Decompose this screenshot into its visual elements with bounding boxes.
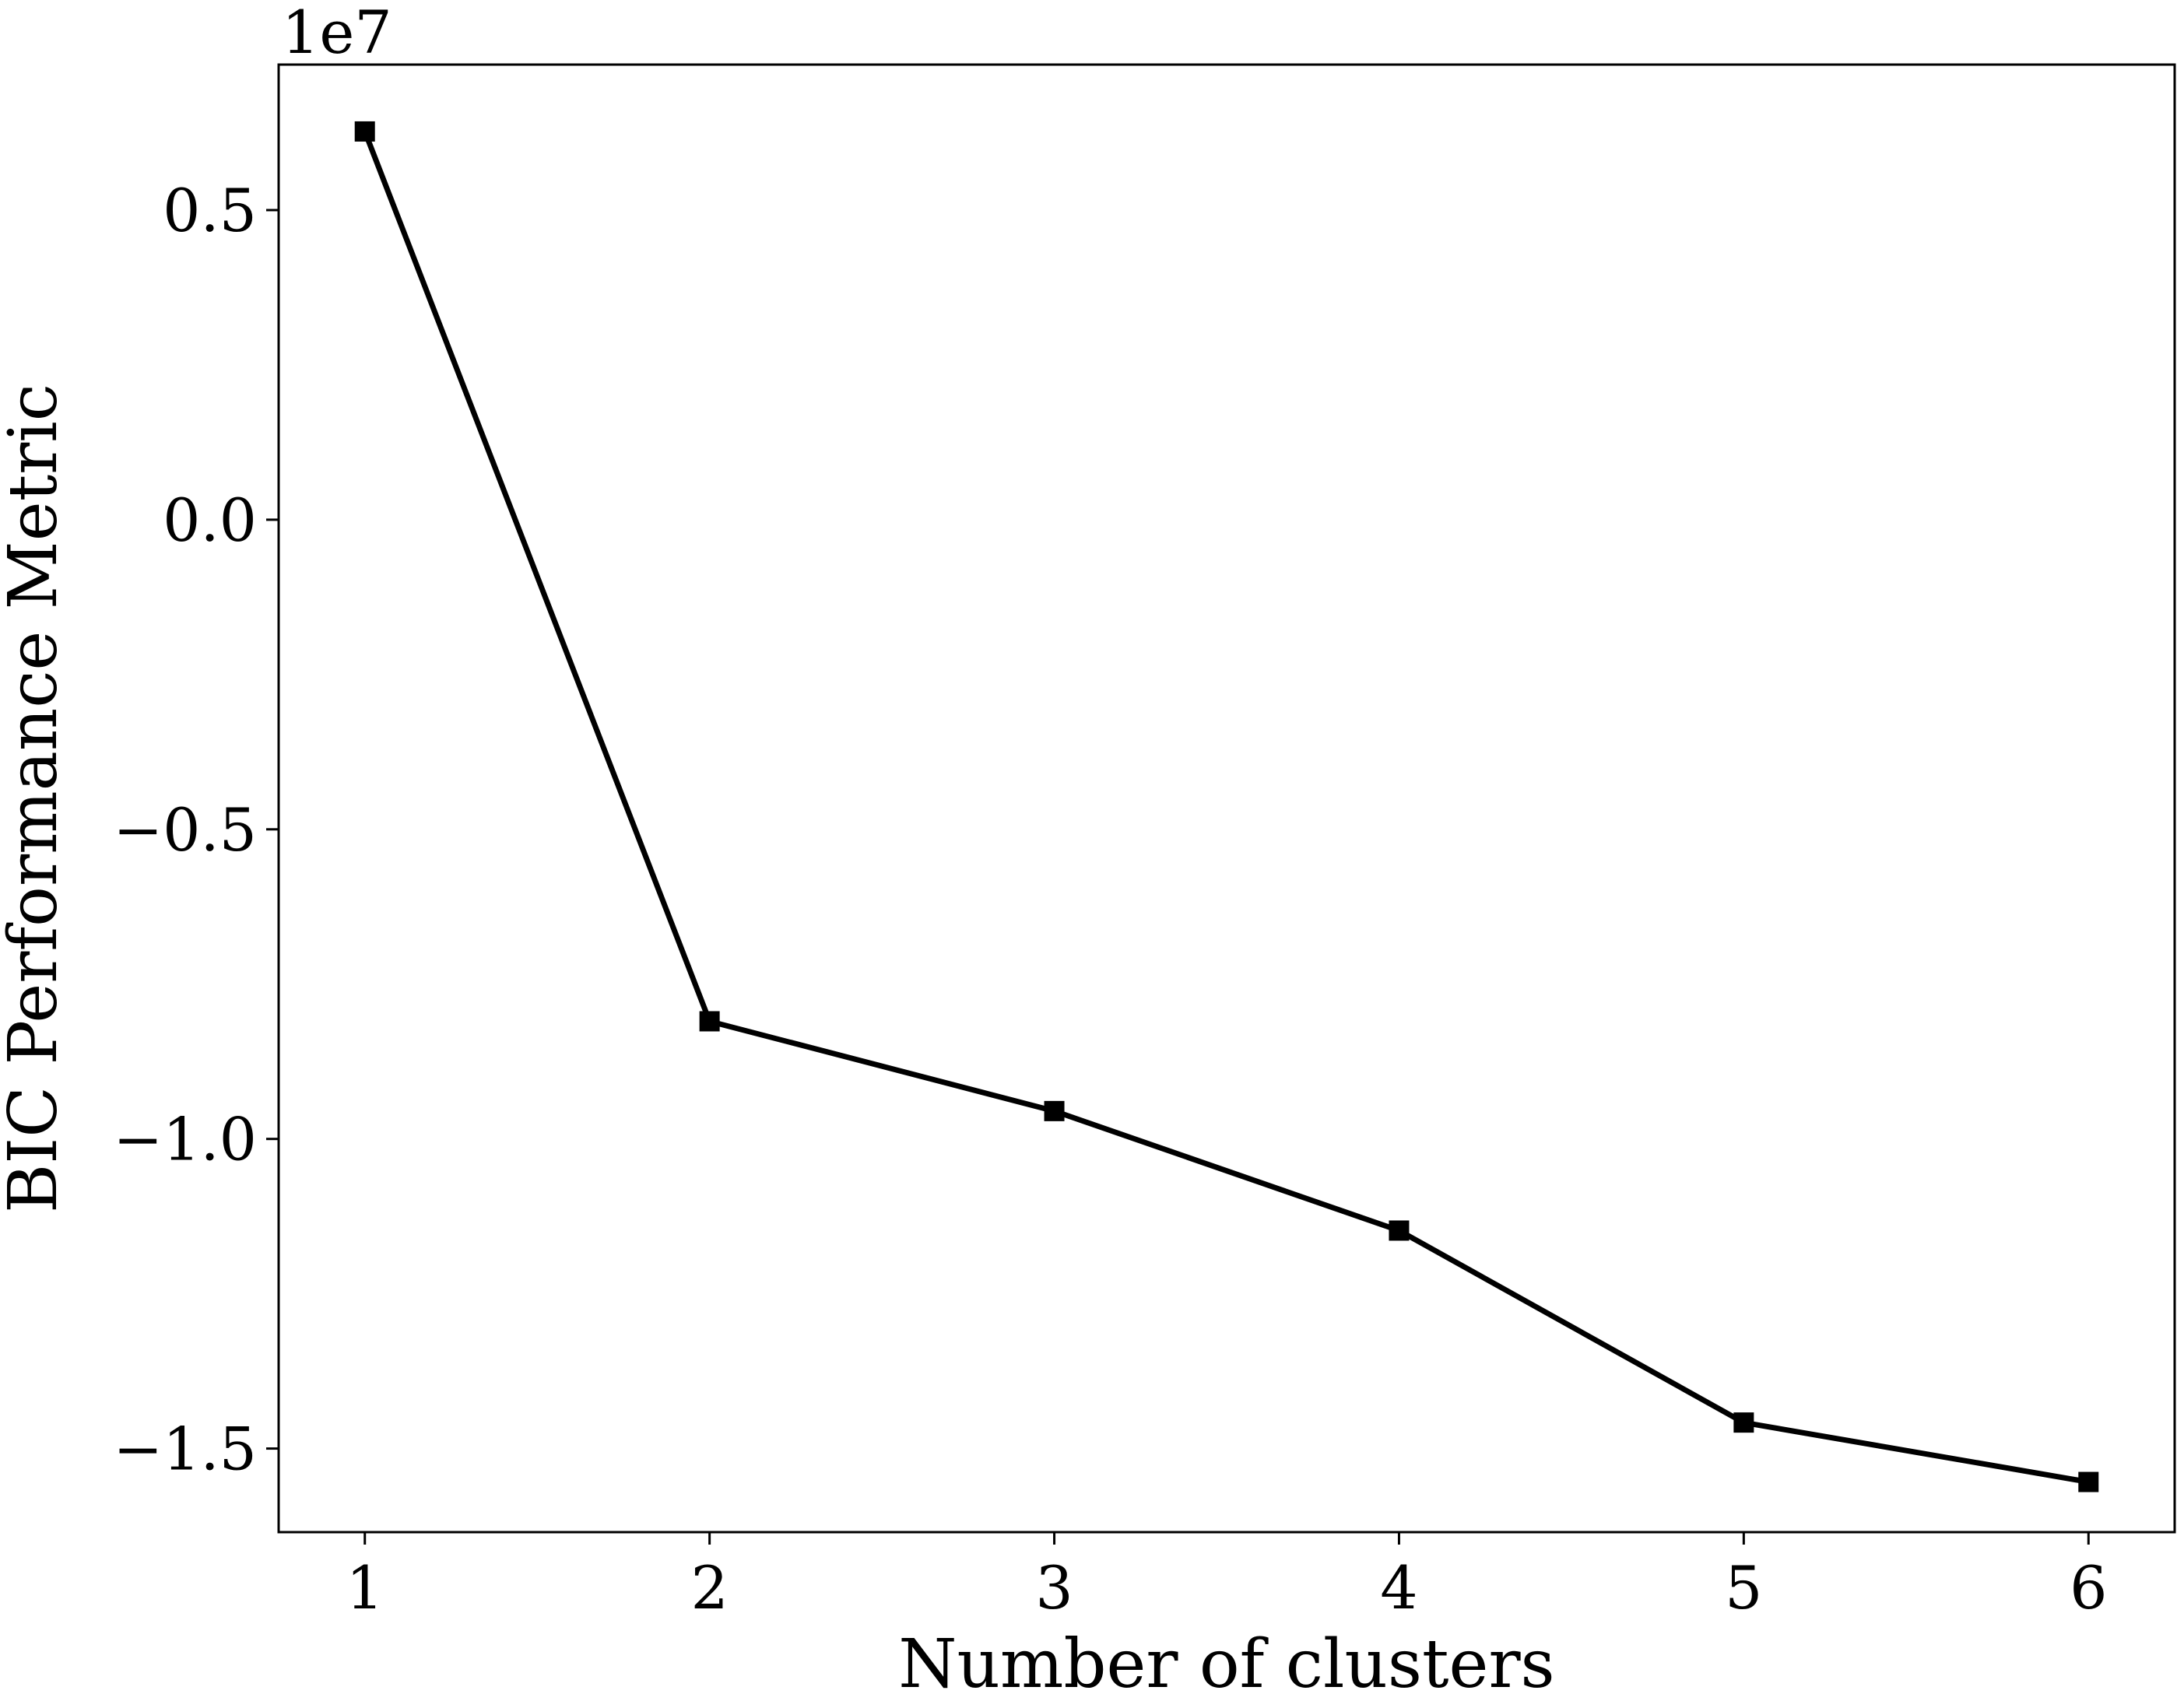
series-layer bbox=[354, 121, 2099, 1492]
x-tick-label: 1 bbox=[346, 1553, 384, 1622]
y-tick-label: −1.0 bbox=[113, 1105, 257, 1174]
x-tick-label: 6 bbox=[2070, 1553, 2107, 1622]
y-tick-label: −1.5 bbox=[113, 1415, 257, 1484]
x-tick-label: 4 bbox=[1380, 1553, 1417, 1622]
x-axis-label: Number of clusters bbox=[898, 1626, 1554, 1703]
data-point-marker bbox=[1733, 1412, 1754, 1433]
bic-series-line bbox=[362, 130, 2089, 1485]
data-point-marker bbox=[1044, 1100, 1065, 1121]
y-tick-label: −0.5 bbox=[113, 795, 257, 865]
data-point-marker bbox=[1389, 1220, 1410, 1241]
x-tick-label: 5 bbox=[1725, 1553, 1762, 1622]
x-tick-label: 3 bbox=[1035, 1553, 1073, 1622]
data-point-marker bbox=[354, 121, 375, 142]
plot-area-frame bbox=[277, 63, 2176, 1534]
data-point-marker bbox=[699, 1011, 720, 1032]
y-tick-label: 0.0 bbox=[163, 486, 257, 555]
y-axis-ticks: 0.5 0.0 −0.5 −1.0 −1.5 bbox=[113, 176, 279, 1484]
y-axis-offset-label: 1e7 bbox=[282, 0, 392, 67]
data-point-marker bbox=[2078, 1471, 2099, 1492]
y-tick-label: 0.5 bbox=[163, 176, 257, 245]
x-tick-label: 2 bbox=[690, 1553, 728, 1622]
x-axis-ticks: 1 2 3 4 5 6 bbox=[346, 1532, 2107, 1622]
y-axis-label: BIC Performance Metric bbox=[0, 384, 72, 1213]
